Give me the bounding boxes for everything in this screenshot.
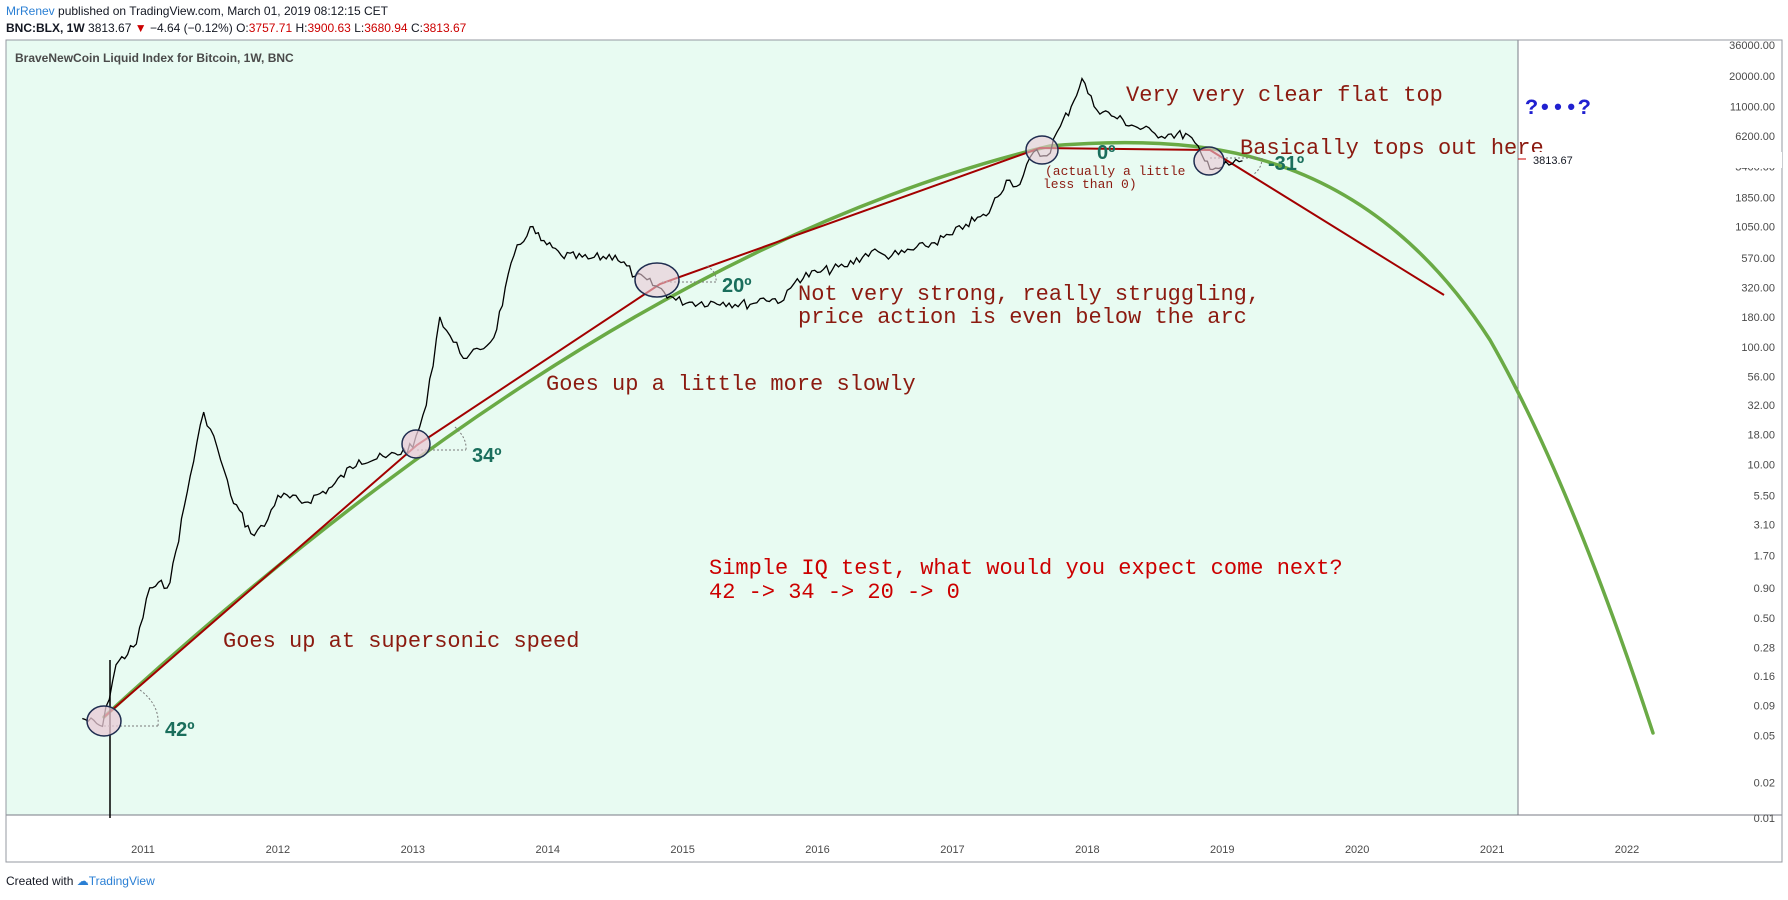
- x-tick-label: 2015: [670, 844, 694, 856]
- y-tick-label: 18.00: [1747, 430, 1775, 442]
- published-text: published on TradingView.com, March 01, …: [58, 4, 389, 18]
- last-price-tag: 3813.67: [1518, 152, 1782, 168]
- high-label: H:: [295, 21, 308, 35]
- annotation-more-slowly: Goes up a little more slowly: [546, 372, 916, 397]
- x-tick-label: 2018: [1075, 844, 1099, 856]
- annotation-less-than-0-line2: less than 0): [1043, 177, 1137, 192]
- footer: Created with ☁TradingView: [6, 874, 155, 888]
- angle-label-42: 42º: [165, 719, 195, 741]
- price-axis-area[interactable]: [1518, 40, 1782, 815]
- pivot-circle-2010: [86, 705, 122, 737]
- open-value: 3757.71: [248, 21, 293, 35]
- y-tick-label: 5.50: [1754, 490, 1775, 502]
- time-axis-area[interactable]: [6, 815, 1782, 862]
- pivot-markers: [86, 135, 1225, 737]
- x-tick-label: 2014: [535, 844, 559, 856]
- y-tick-label: 1.70: [1754, 550, 1775, 562]
- price-change: −4.64 (−0.12%): [149, 21, 233, 35]
- y-tick-label: 0.90: [1754, 583, 1775, 595]
- angle-label-neg31: -31º: [1268, 153, 1304, 175]
- angle-label-0: 0º: [1097, 142, 1115, 164]
- trend-line: [103, 146, 1445, 718]
- last-price: 3813.67: [88, 21, 132, 35]
- annotation-struggling-line2: price action is even below the arc: [798, 305, 1247, 330]
- chart-title: BraveNewCoin Liquid Index for Bitcoin, 1…: [15, 51, 294, 65]
- annotation-supersonic: Goes up at supersonic speed: [223, 629, 579, 654]
- y-tick-label: 0.02: [1754, 778, 1775, 790]
- last-price-tag-value: 3813.67: [1533, 155, 1573, 167]
- symbol-label: BNC:BLX, 1W: [6, 21, 85, 35]
- x-tick-label: 2022: [1615, 844, 1639, 856]
- y-tick-label: 10.00: [1747, 460, 1775, 472]
- y-tick-label: 6200.00: [1735, 131, 1775, 143]
- y-tick-label: 36000.00: [1729, 40, 1775, 52]
- tradingview-logo-icon: ☁: [76, 874, 89, 888]
- annotation-iq-test-line2: 42 -> 34 -> 20 -> 0: [709, 580, 960, 605]
- publish-info: MrRenev published on TradingView.com, Ma…: [6, 4, 388, 18]
- x-tick-label: 2011: [131, 844, 155, 856]
- x-tick-label: 2017: [940, 844, 964, 856]
- y-tick-label: 3.10: [1754, 520, 1775, 532]
- tradingview-link[interactable]: TradingView: [88, 874, 155, 888]
- ohlc-bar: BNC:BLX, 1W 3813.67 ▼ −4.64 (−0.12%) O:3…: [6, 21, 466, 35]
- x-tick-label: 2021: [1480, 844, 1504, 856]
- y-tick-label: 1850.00: [1735, 193, 1775, 205]
- y-axis-ticks: 36000.0020000.0011000.006200.003400.0018…: [1729, 40, 1775, 825]
- chart[interactable]: BraveNewCoin Liquid Index for Bitcoin, 1…: [0, 0, 1788, 870]
- angle-label-34: 34º: [472, 445, 502, 467]
- annotation-iq-test-line1: Simple IQ test, what would you expect co…: [709, 556, 1343, 581]
- annotation-flat-top: Very very clear flat top: [1126, 83, 1443, 108]
- y-tick-label: 320.00: [1741, 282, 1775, 294]
- pivot-circle-2014: [634, 262, 680, 298]
- x-axis-ticks: 2011 2012 2013 2014 2015 2016 2017 2018 2019 2020…: [131, 844, 1639, 856]
- annotation-less-than-0-line1: (actually a little: [1045, 164, 1185, 179]
- y-tick-label: 11000.00: [1730, 102, 1775, 114]
- plot-area[interactable]: [6, 40, 1518, 815]
- y-tick-label: 180.00: [1741, 312, 1775, 324]
- author-link[interactable]: MrRenev: [6, 4, 55, 18]
- x-tick-label: 2020: [1345, 844, 1369, 856]
- high-value: 3900.63: [307, 21, 351, 35]
- y-tick-label: 0.09: [1754, 701, 1775, 713]
- x-tick-label: 2013: [401, 844, 425, 856]
- annotation-tops-out: Basically tops out here: [1240, 136, 1544, 161]
- y-tick-label: 570.00: [1741, 253, 1775, 265]
- y-tick-label: 0.01: [1754, 813, 1775, 825]
- y-tick-label: 0.50: [1754, 613, 1775, 625]
- x-tick-label: 2012: [266, 844, 290, 856]
- y-tick-label: 0.28: [1754, 643, 1775, 655]
- low-label: L:: [354, 21, 365, 35]
- close-value: 3813.67: [422, 21, 467, 35]
- y-tick-label: 56.00: [1747, 372, 1775, 384]
- down-arrow-icon: ▼: [134, 21, 147, 35]
- question-glyph-note: ?•••?: [1525, 96, 1591, 121]
- pivot-circle-2017: [1025, 135, 1059, 165]
- created-with-text: Created with: [6, 874, 74, 888]
- open-label: O:: [236, 21, 249, 35]
- chart-frame: [5, 39, 1783, 863]
- pivot-circle-2018: [1193, 146, 1225, 176]
- annotation-struggling-line1: Not very strong, really struggling,: [798, 282, 1260, 307]
- x-tick-label: 2016: [805, 844, 829, 856]
- y-tick-label: 0.05: [1754, 731, 1775, 743]
- y-tick-label: 20000.00: [1729, 71, 1775, 83]
- y-tick-label: 100.00: [1741, 342, 1775, 354]
- x-tick-label: 2019: [1210, 844, 1234, 856]
- y-tick-label: 1050.00: [1735, 222, 1775, 234]
- pivot-circle-2013: [401, 429, 431, 459]
- y-tick-label: 0.16: [1754, 671, 1775, 683]
- close-label: C:: [410, 21, 423, 35]
- y-tick-label: 32.00: [1747, 400, 1775, 412]
- low-value: 3680.94: [364, 21, 408, 35]
- angle-label-20: 20º: [722, 275, 752, 297]
